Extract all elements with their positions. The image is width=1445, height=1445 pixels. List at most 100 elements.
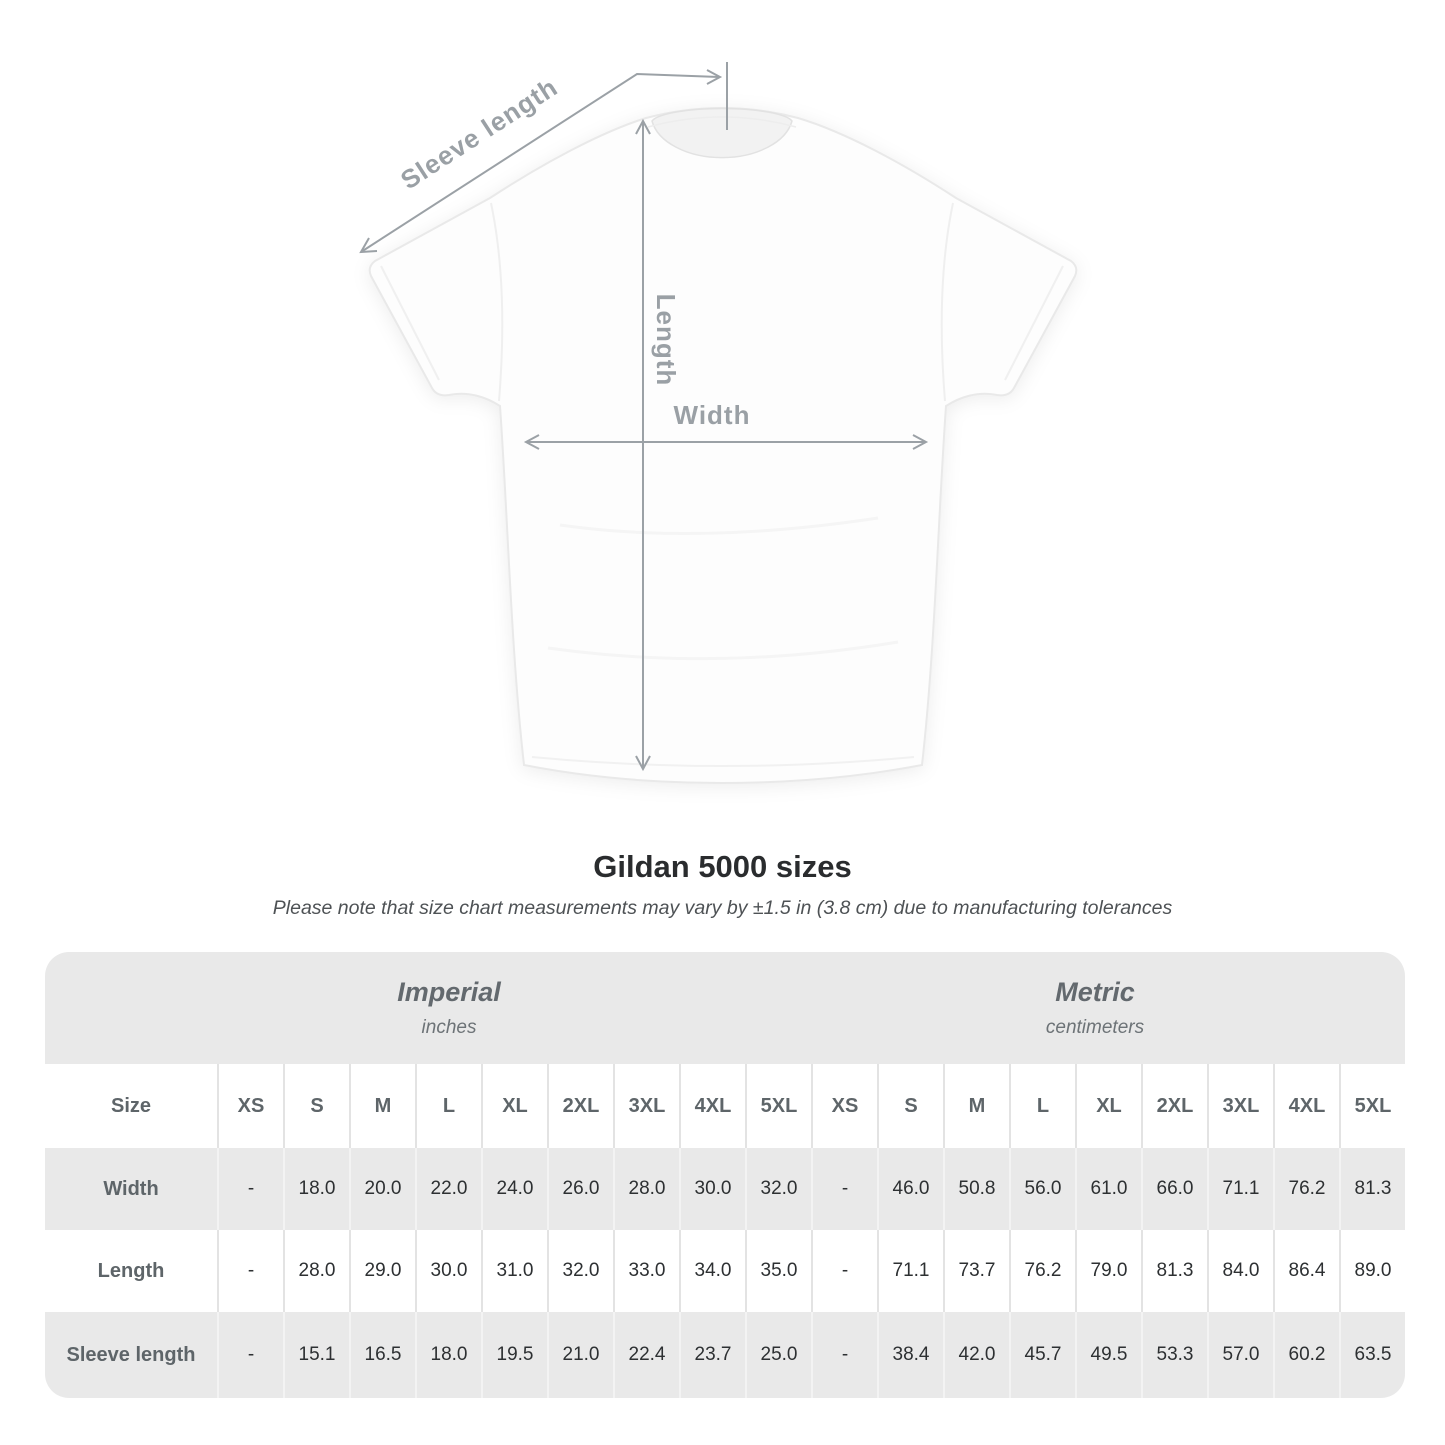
metric-group-header: Metric centimeters: [811, 952, 1405, 1064]
size-header-metric-xl: XL: [1075, 1064, 1141, 1148]
cell-metric-length-l: 76.2: [1009, 1230, 1075, 1312]
size-header-metric-5xl: 5XL: [1339, 1064, 1405, 1148]
length-label: Length: [651, 294, 681, 387]
cell-imperial-length-4xl: 34.0: [679, 1230, 745, 1312]
cell-imperial-width-l: 22.0: [415, 1148, 481, 1230]
cell-metric-length-xl: 79.0: [1075, 1230, 1141, 1312]
wrinkle-line: [559, 516, 879, 535]
cell-metric-width-2xl: 66.0: [1141, 1148, 1207, 1230]
cell-metric-width-xl: 61.0: [1075, 1148, 1141, 1230]
cell-metric-sleeve-length-m: 42.0: [943, 1312, 1009, 1398]
cell-imperial-width-3xl: 28.0: [613, 1148, 679, 1230]
metric-unit: centimeters: [1045, 1017, 1145, 1038]
cell-imperial-width-xl: 24.0: [481, 1148, 547, 1230]
size-header-metric-4xl: 4XL: [1273, 1064, 1339, 1148]
cell-metric-length-5xl: 89.0: [1339, 1230, 1405, 1312]
tolerance-note: Please note that size chart measurements…: [272, 897, 1173, 919]
cell-metric-length-3xl: 84.0: [1207, 1230, 1273, 1312]
cell-imperial-sleeve-length-m: 16.5: [349, 1312, 415, 1398]
cell-imperial-length-2xl: 32.0: [547, 1230, 613, 1312]
cell-imperial-width-4xl: 30.0: [679, 1148, 745, 1230]
size-header-imperial-4xl: 4XL: [679, 1064, 745, 1148]
size-table: Imperial inches Metric centimeters Size X…: [45, 952, 1405, 1398]
tshirt-collar: [651, 107, 793, 159]
cell-metric-sleeve-length-s: 38.4: [877, 1312, 943, 1398]
cell-imperial-sleeve-length-4xl: 23.7: [679, 1312, 745, 1398]
tshirt-svg: Sleeve length Length Width: [359, 62, 1078, 785]
size-column-header: Size: [45, 1064, 217, 1148]
cell-imperial-sleeve-length-3xl: 22.4: [613, 1312, 679, 1398]
cell-metric-length-2xl: 81.3: [1141, 1230, 1207, 1312]
collar-seam: [647, 116, 797, 128]
size-header-metric-s: S: [877, 1064, 943, 1148]
size-header-imperial-xl: XL: [481, 1064, 547, 1148]
cell-metric-width-3xl: 71.1: [1207, 1148, 1273, 1230]
cell-imperial-length-xs: -: [217, 1230, 283, 1312]
cell-imperial-width-m: 20.0: [349, 1148, 415, 1230]
cell-imperial-width-s: 18.0: [283, 1148, 349, 1230]
size-header-imperial-xs: XS: [217, 1064, 283, 1148]
cell-metric-width-s: 46.0: [877, 1148, 943, 1230]
sleeve-seam-left: [490, 202, 504, 402]
table-grid: Size XS S M L XL 2XL 3XL 4XL 5XL XS S M L XL 2XL 3XL 4XL 5…: [45, 1064, 1405, 1398]
tshirt-body: [368, 107, 1078, 785]
cell-imperial-sleeve-length-s: 15.1: [283, 1312, 349, 1398]
measurement-arrows: [359, 62, 929, 772]
cell-imperial-sleeve-length-2xl: 21.0: [547, 1312, 613, 1398]
wrinkle-line: [547, 640, 899, 661]
shirt-diagram: Sleeve length Length Width: [359, 62, 1078, 785]
width-label: Width: [674, 400, 751, 430]
row-label-sleeve-length: Sleeve length: [45, 1312, 217, 1398]
cell-imperial-length-3xl: 33.0: [613, 1230, 679, 1312]
width-arrow: [523, 434, 929, 450]
imperial-unit: inches: [421, 1017, 477, 1038]
cell-imperial-width-5xl: 32.0: [745, 1148, 811, 1230]
cell-metric-length-s: 71.1: [877, 1230, 943, 1312]
table-header-band: Imperial inches Metric centimeters: [45, 952, 1405, 1064]
row-label-length: Length: [45, 1230, 217, 1312]
sleeve-hem-left: [380, 265, 440, 381]
cell-metric-width-xs: -: [811, 1148, 877, 1230]
cell-metric-sleeve-length-l: 45.7: [1009, 1312, 1075, 1398]
cell-imperial-sleeve-length-5xl: 25.0: [745, 1312, 811, 1398]
size-header-imperial-5xl: 5XL: [745, 1064, 811, 1148]
cell-imperial-length-xl: 31.0: [481, 1230, 547, 1312]
cell-metric-sleeve-length-3xl: 57.0: [1207, 1312, 1273, 1398]
cell-metric-sleeve-length-4xl: 60.2: [1273, 1312, 1339, 1398]
imperial-group-header: Imperial inches: [45, 952, 811, 1064]
bottom-hem-stitch: [531, 756, 915, 767]
sleeve-length-arrow: [359, 62, 728, 254]
cell-metric-sleeve-length-xs: -: [811, 1312, 877, 1398]
tshirt-image: [368, 107, 1078, 785]
metric-title: Metric: [1055, 977, 1135, 1007]
cell-metric-length-m: 73.7: [943, 1230, 1009, 1312]
cell-imperial-length-5xl: 35.0: [745, 1230, 811, 1312]
cell-metric-width-4xl: 76.2: [1273, 1148, 1339, 1230]
imperial-title: Imperial: [397, 977, 501, 1007]
sleeve-hem-right: [1004, 265, 1064, 381]
size-header-imperial-l: L: [415, 1064, 481, 1148]
page-title: Gildan 5000 sizes: [593, 849, 852, 884]
cell-metric-length-xs: -: [811, 1230, 877, 1312]
cell-imperial-length-l: 30.0: [415, 1230, 481, 1312]
cell-imperial-length-s: 28.0: [283, 1230, 349, 1312]
cell-imperial-width-xs: -: [217, 1148, 283, 1230]
cell-imperial-length-m: 29.0: [349, 1230, 415, 1312]
cell-imperial-sleeve-length-l: 18.0: [415, 1312, 481, 1398]
size-header-metric-m: M: [943, 1064, 1009, 1148]
size-header-metric-l: L: [1009, 1064, 1075, 1148]
row-label-width: Width: [45, 1148, 217, 1230]
cell-metric-width-l: 56.0: [1009, 1148, 1075, 1230]
size-header-metric-3xl: 3XL: [1207, 1064, 1273, 1148]
size-header-imperial-m: M: [349, 1064, 415, 1148]
cell-metric-sleeve-length-xl: 49.5: [1075, 1312, 1141, 1398]
cell-imperial-sleeve-length-xl: 19.5: [481, 1312, 547, 1398]
size-header-imperial-2xl: 2XL: [547, 1064, 613, 1148]
size-header-imperial-3xl: 3XL: [613, 1064, 679, 1148]
sleeve-seam-right: [940, 202, 954, 402]
cell-metric-length-4xl: 86.4: [1273, 1230, 1339, 1312]
size-header-imperial-s: S: [283, 1064, 349, 1148]
cell-imperial-width-2xl: 26.0: [547, 1148, 613, 1230]
cell-metric-width-m: 50.8: [943, 1148, 1009, 1230]
